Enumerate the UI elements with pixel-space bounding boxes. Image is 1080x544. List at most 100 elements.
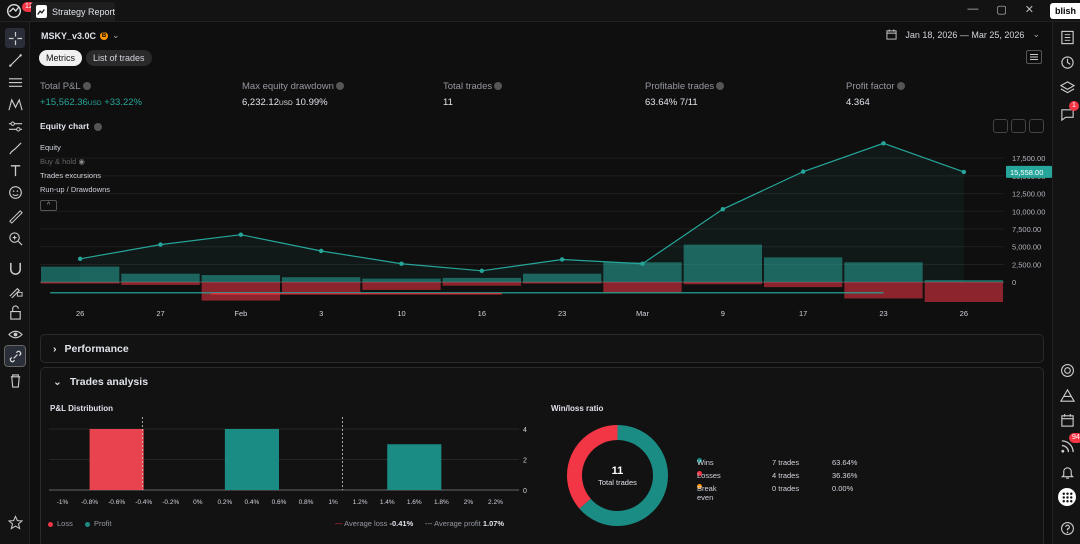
forecast-tool[interactable] — [5, 116, 25, 136]
legend-equity[interactable]: Equity — [40, 143, 61, 152]
x-tick-label: 23 — [879, 309, 887, 318]
crosshair-icon — [8, 31, 22, 45]
help-button[interactable] — [1058, 519, 1076, 537]
brush-tool[interactable] — [5, 138, 25, 158]
runup-bar — [201, 275, 280, 283]
runup-bar — [523, 273, 602, 283]
alerts-button[interactable] — [1058, 53, 1076, 71]
object-tree-button[interactable] — [1058, 78, 1076, 96]
tab-strategy-report[interactable]: Strategy Report — [31, 2, 115, 21]
equity-point — [559, 257, 565, 262]
x-tick-label: 2% — [464, 499, 474, 506]
lock-drawings-tool[interactable] — [5, 302, 25, 322]
pattern-icon — [7, 97, 23, 110]
settings-menu-button[interactable] — [1026, 50, 1042, 64]
legend-profit: Profit — [84, 519, 111, 528]
trendline-tool[interactable] — [5, 50, 25, 70]
legend-buy-hold[interactable]: Buy & hold ◉ — [40, 157, 110, 171]
screenshot-button[interactable] — [1011, 119, 1026, 133]
chevron-down-icon: ⌄ — [53, 376, 62, 388]
hide-drawings-tool[interactable] — [5, 324, 25, 344]
calendar-button[interactable] — [1058, 411, 1076, 429]
y-tick-label: 0 — [523, 488, 527, 495]
apps-button[interactable] — [1058, 488, 1076, 506]
ruler-tool[interactable] — [5, 206, 25, 226]
x-tick-label: 26 — [76, 309, 84, 318]
info-icon[interactable] — [896, 82, 905, 91]
metric-max-drawdown: Max equity drawdown 6,232.12USD 10.99% — [242, 81, 344, 108]
publish-button[interactable]: blish — [1049, 3, 1080, 19]
menu-icon — [1030, 54, 1038, 60]
winloss-row-losses: Losses 4 trades 36.36% — [697, 471, 867, 484]
zoom-tool[interactable] — [5, 228, 25, 248]
strategy-badge: B — [100, 31, 109, 40]
y-tick-label: 5,000.00 — [1012, 243, 1041, 252]
fib-tool[interactable] — [5, 72, 25, 92]
losses-label: Losses — [697, 471, 721, 480]
emoji-tool[interactable] — [5, 182, 25, 202]
avg-loss-legend: --- Average loss -0.41% — [335, 519, 414, 528]
ideas-button[interactable] — [1058, 386, 1076, 404]
close-icon[interactable]: ✕ — [1024, 4, 1034, 16]
metric-label: Total P&L — [40, 81, 81, 92]
notifications-button[interactable] — [1058, 463, 1076, 481]
x-tick-label: 16 — [478, 309, 486, 318]
performance-title: Performance — [64, 343, 129, 355]
drawdown-bar — [844, 282, 923, 299]
link-icon — [9, 350, 21, 362]
app-menu-button[interactable]: 12 — [5, 2, 36, 20]
watchlist-button[interactable] — [1058, 28, 1076, 46]
x-tick-label: 0.8% — [299, 499, 314, 506]
x-tick-label: -0.6% — [108, 499, 125, 506]
remove-drawings-tool[interactable] — [5, 370, 25, 390]
runup-bar — [362, 278, 441, 283]
tab-list-of-trades[interactable]: List of trades — [86, 50, 152, 66]
pattern-tool[interactable] — [5, 94, 25, 114]
losses-count: 4 trades — [772, 471, 800, 480]
strategy-report-icon — [36, 5, 47, 18]
trash-icon — [10, 373, 20, 388]
fullscreen-button[interactable] — [1029, 119, 1044, 133]
text-tool[interactable] — [5, 160, 25, 180]
magnet-tool[interactable] — [5, 258, 25, 278]
info-icon[interactable] — [494, 82, 503, 91]
performance-section[interactable]: › Performance — [40, 334, 1044, 363]
x-tick-label: 23 — [558, 309, 566, 318]
news-button[interactable]: 94 — [1058, 433, 1080, 455]
info-icon[interactable] — [93, 122, 102, 131]
date-range: Jan 18, 2026 — Mar 25, 2026 — [905, 29, 1025, 40]
equity-line — [80, 142, 965, 272]
avg-profit-label: Average profit — [434, 519, 481, 528]
info-icon[interactable] — [335, 82, 344, 91]
list-icon — [1060, 30, 1074, 44]
chats-button[interactable]: 1 — [1058, 101, 1079, 123]
info-icon[interactable] — [716, 82, 725, 91]
info-icon[interactable] — [82, 82, 91, 91]
wins-dot — [697, 458, 702, 463]
legend-trades-excursions[interactable]: Trades excursions — [40, 171, 101, 180]
eye-off-icon[interactable]: ◉ — [78, 157, 85, 166]
stay-in-drawing-tool[interactable] — [5, 280, 25, 300]
date-range-selector[interactable]: Jan 18, 2026 — Mar 25, 2026 ⌄ — [886, 29, 1040, 40]
maximize-icon[interactable]: ▢ — [996, 4, 1007, 16]
legend-runup-drawdowns[interactable]: Run-up / Drawdowns — [40, 185, 111, 194]
metric-label: Total trades — [443, 81, 493, 92]
runup-bar — [924, 280, 1003, 283]
chart-settings-button[interactable] — [993, 119, 1008, 133]
drawdown-bar — [362, 282, 441, 290]
sync-drawings-tool[interactable] — [4, 345, 26, 367]
tab-metrics[interactable]: Metrics — [39, 50, 82, 66]
runup-bar — [442, 277, 521, 283]
metric-total-pl: Total P&L +15,562.36USD +33.22% — [40, 81, 142, 108]
collapse-legend-button[interactable]: ^ — [40, 200, 57, 211]
y-tick-label: 2,500.00 — [1012, 260, 1041, 269]
strategy-selector[interactable]: MSKY_v3.0C B ⌄ — [41, 30, 120, 41]
minimize-icon[interactable]: — — [967, 3, 979, 15]
metric-value: +15,562.36 — [40, 97, 88, 108]
trades-analysis-header[interactable]: ⌄ Trades analysis — [53, 376, 148, 388]
equity-point — [318, 248, 324, 254]
crosshair-tool[interactable] — [5, 28, 25, 48]
favorites-tool[interactable] — [5, 512, 25, 532]
metric-unit: USD — [278, 100, 293, 107]
target-button[interactable] — [1058, 361, 1076, 379]
